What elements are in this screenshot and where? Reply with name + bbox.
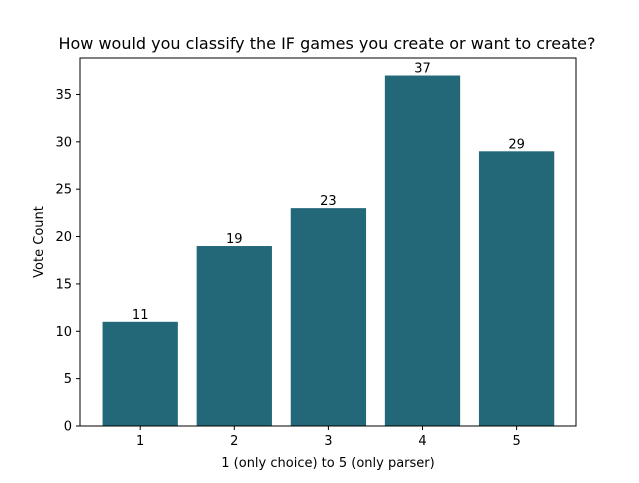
x-tick-label-5: 5 [512, 434, 520, 449]
x-tick-label-3: 3 [324, 434, 332, 449]
y-tick-label-5: 5 [64, 372, 72, 387]
bar-4 [384, 75, 461, 427]
data-labels-layer: 11 19 23 37 29 [132, 62, 525, 323]
y-tick-label-10: 10 [55, 325, 72, 340]
x-tick-label-1: 1 [136, 434, 144, 449]
x-tick-label-2: 2 [230, 434, 238, 449]
y-tick-label-20: 20 [55, 230, 72, 245]
y-tick-label-35: 35 [55, 88, 72, 103]
data-label-5: 29 [508, 137, 525, 152]
bar-2 [196, 246, 272, 426]
data-label-1: 11 [132, 308, 149, 323]
data-label-4: 37 [414, 62, 431, 77]
y-axis-label: Vote Count [32, 206, 47, 278]
data-label-2: 19 [226, 232, 243, 247]
y-tick-label-15: 15 [55, 277, 72, 292]
bar-3 [290, 208, 367, 426]
x-axis: 1 2 3 4 5 [136, 426, 521, 449]
data-label-3: 23 [320, 194, 337, 209]
y-tick-label-30: 30 [55, 135, 72, 150]
x-tick-label-4: 4 [418, 434, 426, 449]
bars-layer [102, 75, 555, 427]
y-tick-label-0: 0 [64, 420, 72, 435]
x-axis-label: 1 (only choice) to 5 (only parser) [221, 456, 434, 471]
y-axis: 0 5 10 15 20 25 30 35 [55, 88, 80, 435]
bar-1 [102, 321, 178, 426]
chart-title: How would you classify the IF games you … [58, 34, 595, 53]
y-tick-label-25: 25 [55, 183, 72, 198]
bar-5 [478, 151, 555, 427]
